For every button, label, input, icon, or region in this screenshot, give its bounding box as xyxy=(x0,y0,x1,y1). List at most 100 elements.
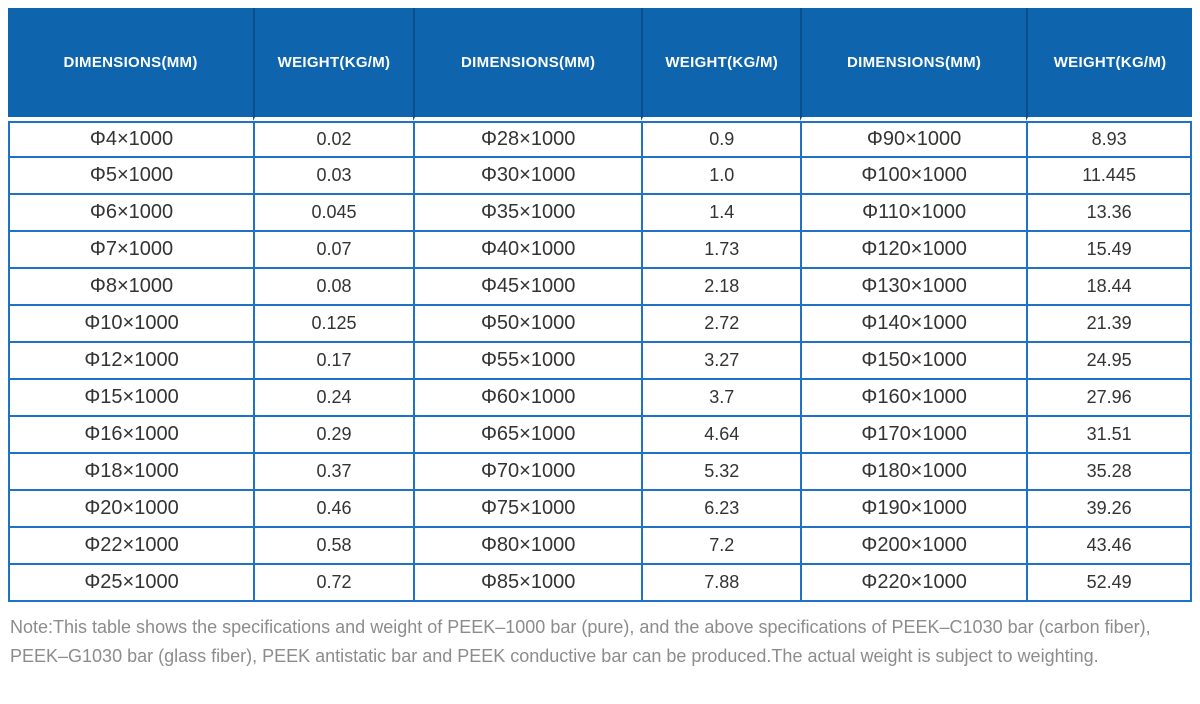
weight-cell: 0.58 xyxy=(253,528,413,565)
weight-cell: 18.44 xyxy=(1026,269,1192,306)
table-body: Φ4×1000 0.02 Φ28×1000 0.9 Φ90×1000 8.93 Φ5×100… xyxy=(8,121,1192,602)
table-row: Φ12×1000 0.17 Φ55×1000 3.27 Φ150×1000 24.95 xyxy=(8,343,1192,380)
column-header-dimensions-3: DIMENSIONS(MM) xyxy=(800,8,1027,121)
column-header-weight-3: WEIGHT(KG/M) xyxy=(1026,8,1192,121)
weight-cell: 8.93 xyxy=(1026,121,1192,158)
weight-cell: 4.64 xyxy=(641,417,801,454)
weight-cell: 0.045 xyxy=(253,195,413,232)
weight-cell: 0.9 xyxy=(641,121,801,158)
dimension-cell: Φ20×1000 xyxy=(8,491,254,528)
dimension-cell: Φ120×1000 xyxy=(800,232,1027,269)
table-row: Φ10×1000 0.125 Φ50×1000 2.72 Φ140×1000 21.39 xyxy=(8,306,1192,343)
weight-cell: 0.72 xyxy=(253,565,413,602)
weight-cell: 2.72 xyxy=(641,306,801,343)
dimension-cell: Φ10×1000 xyxy=(8,306,254,343)
weight-cell: 15.49 xyxy=(1026,232,1192,269)
dimension-cell: Φ25×1000 xyxy=(8,565,254,602)
weight-cell: 0.07 xyxy=(253,232,413,269)
table-row: Φ15×1000 0.24 Φ60×1000 3.7 Φ160×1000 27.96 xyxy=(8,380,1192,417)
dimension-cell: Φ18×1000 xyxy=(8,454,254,491)
dimension-cell: Φ28×1000 xyxy=(412,121,642,158)
weight-cell: 31.51 xyxy=(1026,417,1192,454)
dimension-cell: Φ22×1000 xyxy=(8,528,254,565)
weight-cell: 6.23 xyxy=(641,491,801,528)
weight-cell: 5.32 xyxy=(641,454,801,491)
dimension-cell: Φ45×1000 xyxy=(412,269,642,306)
dimension-cell: Φ140×1000 xyxy=(800,306,1027,343)
weight-cell: 0.37 xyxy=(253,454,413,491)
weight-cell: 13.36 xyxy=(1026,195,1192,232)
dimension-cell: Φ190×1000 xyxy=(800,491,1027,528)
weight-cell: 27.96 xyxy=(1026,380,1192,417)
dimension-cell: Φ4×1000 xyxy=(8,121,254,158)
note-line-1: Note:This table shows the specifications… xyxy=(10,617,1151,637)
dimension-cell: Φ15×1000 xyxy=(8,380,254,417)
weight-cell: 1.0 xyxy=(641,158,801,195)
dimension-cell: Φ75×1000 xyxy=(412,491,642,528)
table-row: Φ25×1000 0.72 Φ85×1000 7.88 Φ220×1000 52.49 xyxy=(8,565,1192,602)
dimension-cell: Φ8×1000 xyxy=(8,269,254,306)
column-header-dimensions-1: DIMENSIONS(MM) xyxy=(8,8,254,121)
weight-cell: 7.88 xyxy=(641,565,801,602)
weight-cell: 0.125 xyxy=(253,306,413,343)
dimension-cell: Φ170×1000 xyxy=(800,417,1027,454)
dimension-cell: Φ30×1000 xyxy=(412,158,642,195)
column-header-weight-1: WEIGHT(KG/M) xyxy=(253,8,413,121)
weight-cell: 0.02 xyxy=(253,121,413,158)
dimension-cell: Φ7×1000 xyxy=(8,232,254,269)
dimension-cell: Φ130×1000 xyxy=(800,269,1027,306)
weight-cell: 0.08 xyxy=(253,269,413,306)
weight-cell: 0.17 xyxy=(253,343,413,380)
dimension-cell: Φ16×1000 xyxy=(8,417,254,454)
weight-cell: 7.2 xyxy=(641,528,801,565)
weight-cell: 39.26 xyxy=(1026,491,1192,528)
header-row: DIMENSIONS(MM) WEIGHT(KG/M) DIMENSIONS(M… xyxy=(8,8,1192,121)
dimension-cell: Φ200×1000 xyxy=(800,528,1027,565)
column-header-dimensions-2: DIMENSIONS(MM) xyxy=(412,8,642,121)
weight-cell: 11.445 xyxy=(1026,158,1192,195)
table-row: Φ22×1000 0.58 Φ80×1000 7.2 Φ200×1000 43.46 xyxy=(8,528,1192,565)
page: DIMENSIONS(MM) WEIGHT(KG/M) DIMENSIONS(M… xyxy=(8,8,1192,671)
table-row: Φ5×1000 0.03 Φ30×1000 1.0 Φ100×1000 11.445 xyxy=(8,158,1192,195)
dimension-cell: Φ40×1000 xyxy=(412,232,642,269)
dimension-cell: Φ220×1000 xyxy=(800,565,1027,602)
dimension-cell: Φ6×1000 xyxy=(8,195,254,232)
dimension-cell: Φ35×1000 xyxy=(412,195,642,232)
dimension-cell: Φ110×1000 xyxy=(800,195,1027,232)
weight-cell: 35.28 xyxy=(1026,454,1192,491)
table-row: Φ4×1000 0.02 Φ28×1000 0.9 Φ90×1000 8.93 xyxy=(8,121,1192,158)
spec-table: DIMENSIONS(MM) WEIGHT(KG/M) DIMENSIONS(M… xyxy=(8,8,1192,602)
dimension-cell: Φ100×1000 xyxy=(800,158,1027,195)
weight-cell: 0.24 xyxy=(253,380,413,417)
dimension-cell: Φ12×1000 xyxy=(8,343,254,380)
dimension-cell: Φ90×1000 xyxy=(800,121,1027,158)
table-row: Φ7×1000 0.07 Φ40×1000 1.73 Φ120×1000 15.49 xyxy=(8,232,1192,269)
weight-cell: 0.29 xyxy=(253,417,413,454)
weight-cell: 3.27 xyxy=(641,343,801,380)
dimension-cell: Φ70×1000 xyxy=(412,454,642,491)
note-text: Note:This table shows the specifications… xyxy=(10,613,1190,671)
dimension-cell: Φ5×1000 xyxy=(8,158,254,195)
weight-cell: 24.95 xyxy=(1026,343,1192,380)
table-row: Φ6×1000 0.045 Φ35×1000 1.4 Φ110×1000 13.36 xyxy=(8,195,1192,232)
dimension-cell: Φ160×1000 xyxy=(800,380,1027,417)
dimension-cell: Φ65×1000 xyxy=(412,417,642,454)
table-row: Φ8×1000 0.08 Φ45×1000 2.18 Φ130×1000 18.44 xyxy=(8,269,1192,306)
note-line-2: PEEK–G1030 bar (glass fiber), PEEK antis… xyxy=(10,645,1099,666)
dimension-cell: Φ180×1000 xyxy=(800,454,1027,491)
table-row: Φ18×1000 0.37 Φ70×1000 5.32 Φ180×1000 35.28 xyxy=(8,454,1192,491)
weight-cell: 0.46 xyxy=(253,491,413,528)
dimension-cell: Φ150×1000 xyxy=(800,343,1027,380)
table-row: Φ16×1000 0.29 Φ65×1000 4.64 Φ170×1000 31.51 xyxy=(8,417,1192,454)
weight-cell: 2.18 xyxy=(641,269,801,306)
weight-cell: 1.73 xyxy=(641,232,801,269)
dimension-cell: Φ60×1000 xyxy=(412,380,642,417)
weight-cell: 21.39 xyxy=(1026,306,1192,343)
weight-cell: 52.49 xyxy=(1026,565,1192,602)
dimension-cell: Φ85×1000 xyxy=(412,565,642,602)
dimension-cell: Φ50×1000 xyxy=(412,306,642,343)
weight-cell: 3.7 xyxy=(641,380,801,417)
dimension-cell: Φ55×1000 xyxy=(412,343,642,380)
weight-cell: 43.46 xyxy=(1026,528,1192,565)
weight-cell: 0.03 xyxy=(253,158,413,195)
